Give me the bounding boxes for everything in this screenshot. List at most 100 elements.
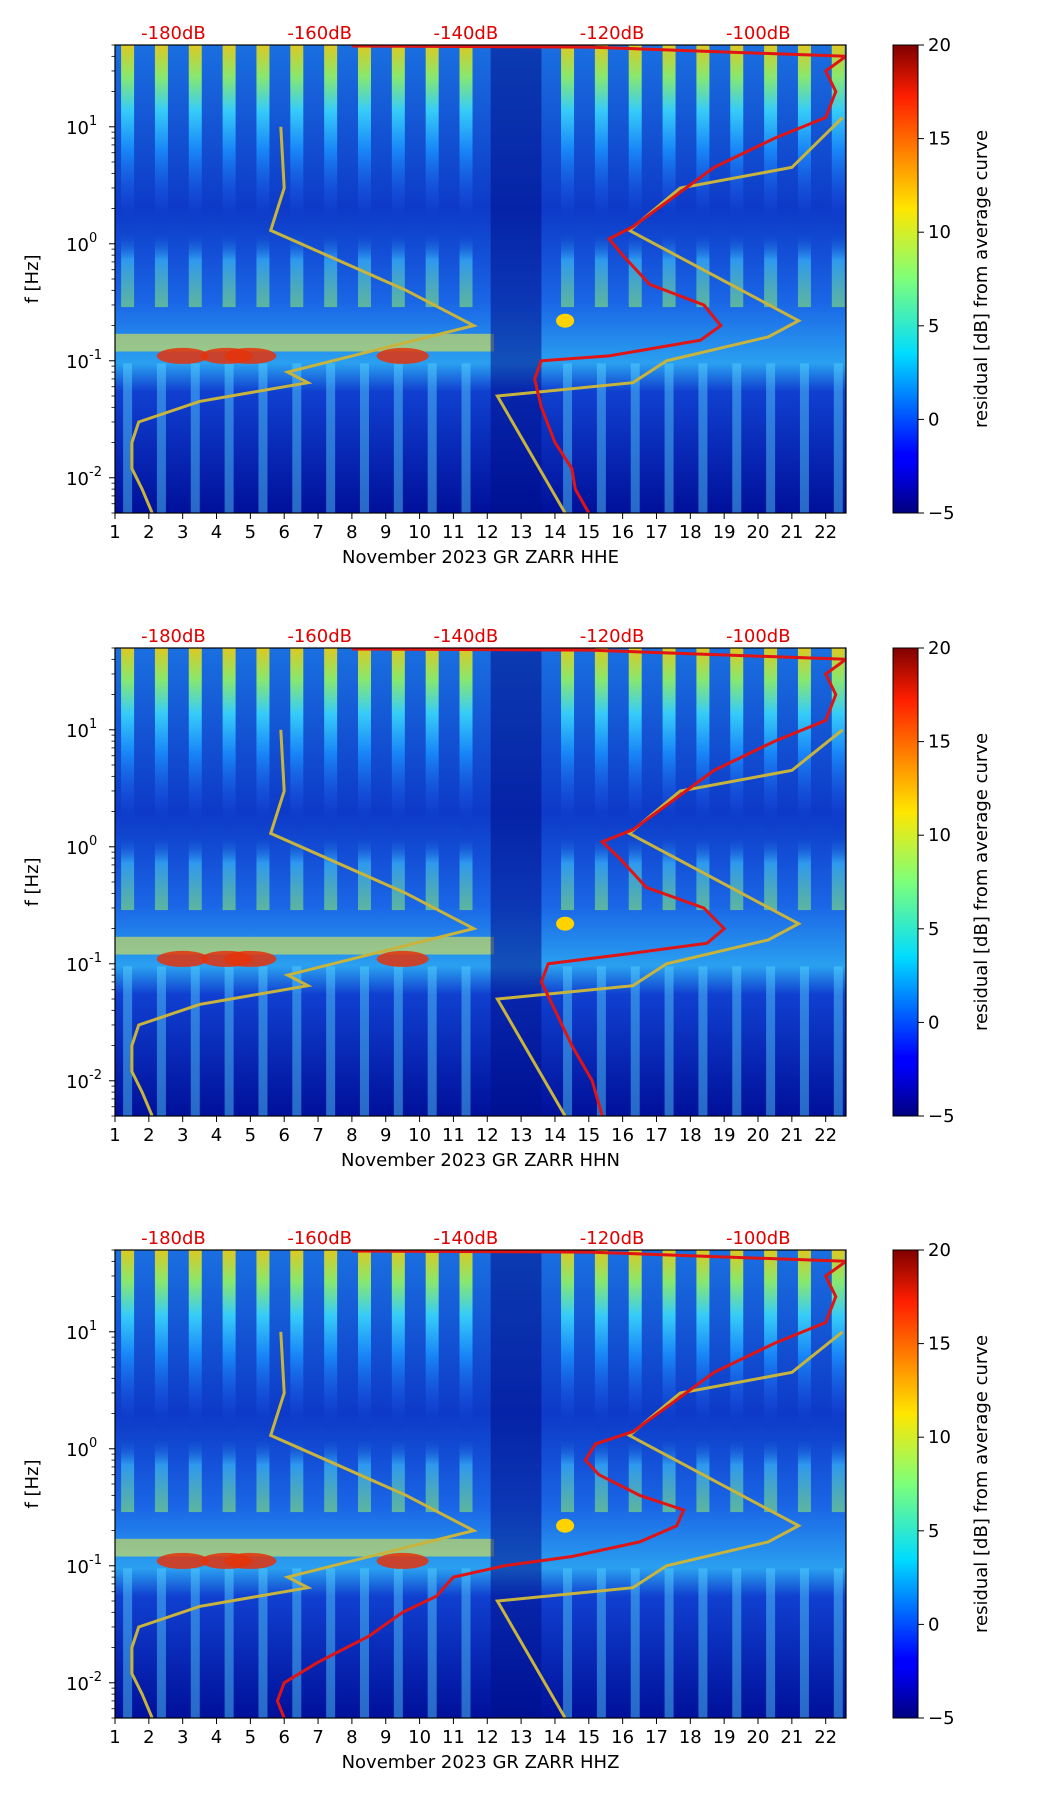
x-tick-label: 9 [380, 1727, 391, 1748]
average-psd-curve [351, 648, 846, 1116]
day-stripe-low [596, 363, 606, 513]
day-stripe [797, 1250, 811, 1513]
day-stripe-low [833, 1568, 843, 1718]
x-tick-label: 10 [408, 522, 431, 543]
x-tick-label: 3 [177, 1727, 188, 1748]
microseism-hotspot [156, 950, 209, 967]
day-stripe [764, 45, 778, 308]
x-tick-label: 16 [611, 522, 634, 543]
day-stripe-low [156, 966, 166, 1116]
y-tick-exponent: 1 [89, 717, 97, 732]
x-tick-label: 7 [312, 522, 323, 543]
data-gap [490, 648, 542, 1116]
x-tick-label: 4 [211, 1125, 222, 1146]
day-stripe [561, 45, 575, 308]
day-stripe [797, 648, 811, 911]
colorbar-tick-label: 10 [928, 825, 951, 846]
day-stripe [662, 1250, 676, 1513]
x-tick-label: 17 [645, 1727, 668, 1748]
day-stripe [561, 1250, 575, 1513]
db-tick-label: -140dB [434, 626, 499, 647]
y-tick-label: 10 [66, 118, 89, 139]
day-stripe [764, 1250, 778, 1513]
panel-hhn: 1 2 3 4 5 6 7 8 9 10 11 12 13 14 15 16 17 18 19 20 21 22Novem… [22, 626, 992, 1171]
day-stripe-low [596, 966, 606, 1116]
colorbar-tick-label: 5 [928, 316, 939, 337]
day-stripe-low [664, 1568, 674, 1718]
x-tick-label: 5 [245, 1727, 256, 1748]
db-tick-label: -180dB [141, 23, 206, 44]
day-stripe-low [461, 966, 471, 1116]
day-stripe [222, 1250, 236, 1513]
day-stripe [764, 648, 778, 911]
day-stripe-low [799, 966, 809, 1116]
day-stripe [357, 1250, 371, 1513]
y-tick-exponent: 1 [89, 114, 97, 129]
day-stripe [188, 1250, 202, 1513]
day-stripe-low [427, 363, 437, 513]
colorbar-tick-label: −5 [928, 1106, 955, 1127]
x-tick-label: 13 [510, 1125, 533, 1146]
day-stripe-low [461, 1568, 471, 1718]
x-tick-label: 6 [278, 1125, 289, 1146]
y-tick-label: 10 [66, 352, 89, 373]
day-stripe-low [393, 1568, 403, 1718]
colorbar-tick-label: 0 [928, 409, 939, 430]
x-tick-label: 22 [814, 522, 837, 543]
x-tick-label: 18 [679, 1727, 702, 1748]
x-tick-label: 18 [679, 522, 702, 543]
x-tick-label: 15 [577, 1727, 600, 1748]
day-stripe-low [461, 363, 471, 513]
microseism-hotspot [376, 950, 429, 967]
x-tick-label: 21 [780, 522, 803, 543]
day-stripe [459, 45, 473, 308]
day-stripe-low [698, 363, 708, 513]
db-tick-label: -100dB [726, 23, 791, 44]
colorbar-tick-label: 15 [928, 129, 951, 150]
day-stripe-low [766, 1568, 776, 1718]
day-stripe-low [766, 363, 776, 513]
y-axis-label: f [Hz] [22, 857, 43, 906]
x-tick-label: 17 [645, 522, 668, 543]
colorbar-tick-label: 0 [928, 1614, 939, 1635]
day-stripe [628, 45, 642, 308]
y-tick-label: 10 [66, 1072, 89, 1093]
day-stripe [290, 45, 304, 308]
day-stripe [730, 648, 744, 911]
x-tick-label: 19 [713, 1125, 736, 1146]
x-tick-label: 8 [346, 1727, 357, 1748]
spectrogram [115, 45, 846, 513]
db-tick-label: -160dB [287, 626, 352, 647]
day-stripe [662, 648, 676, 911]
microseism-hotspot [156, 347, 209, 364]
colorbar-label: residual [dB] from average curve [971, 733, 992, 1031]
day-stripe [831, 1250, 845, 1513]
x-tick-label: 11 [442, 522, 465, 543]
data-gap [490, 45, 542, 513]
day-stripe-low [732, 966, 742, 1116]
x-tick-label: 8 [346, 1125, 357, 1146]
microseism-hotspot [224, 347, 277, 364]
x-tick-label: 4 [211, 522, 222, 543]
y-tick-exponent: 1 [89, 1319, 97, 1334]
spectrogram [115, 648, 846, 1116]
day-stripe [357, 648, 371, 911]
x-tick-label: 6 [278, 1727, 289, 1748]
day-stripe-low [156, 363, 166, 513]
x-tick-label: 17 [645, 1125, 668, 1146]
microseism-band [115, 333, 495, 352]
day-stripe [459, 1250, 473, 1513]
day-stripe [290, 1250, 304, 1513]
y-tick-exponent: -2 [89, 1068, 102, 1083]
microseism-hotspot [224, 950, 277, 967]
x-tick-label: 15 [577, 522, 600, 543]
day-stripe [391, 648, 405, 911]
day-stripe [121, 45, 135, 308]
day-stripe-low [698, 966, 708, 1116]
noise-model-curve-right [494, 116, 844, 513]
x-tick-label: 6 [278, 522, 289, 543]
y-tick-exponent: 0 [89, 231, 97, 246]
y-axis-label: f [Hz] [22, 254, 43, 303]
day-stripe-low [224, 966, 234, 1116]
